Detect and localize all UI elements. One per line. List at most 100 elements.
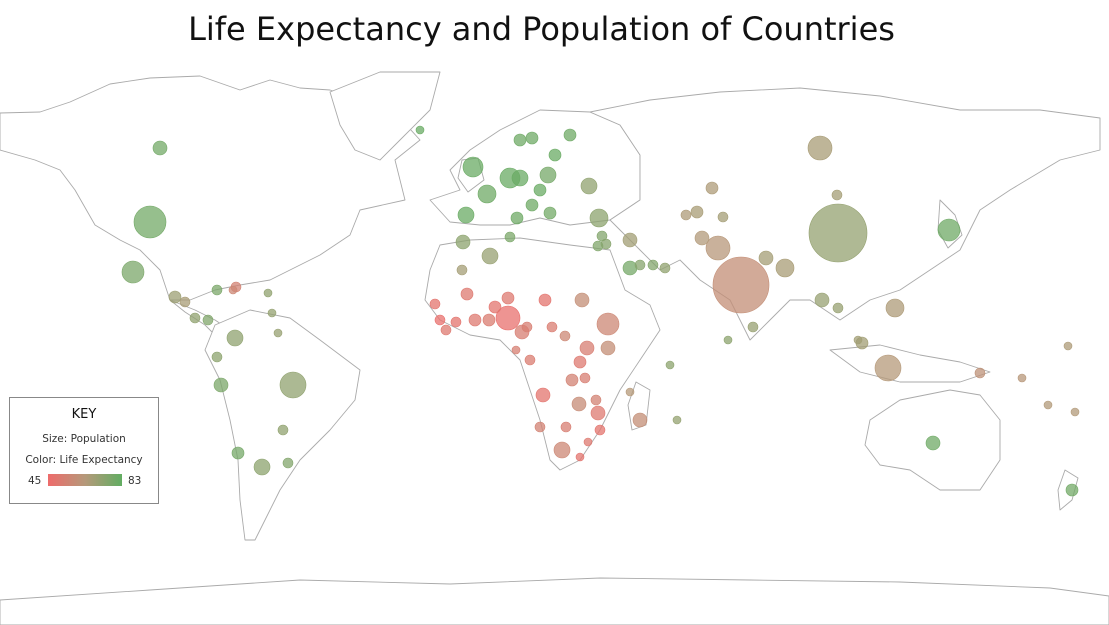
country-bubble[interactable] <box>477 184 497 204</box>
country-bubble[interactable] <box>415 125 425 135</box>
country-bubble[interactable] <box>579 340 595 356</box>
country-bubble[interactable] <box>533 183 547 197</box>
country-bubble[interactable] <box>263 288 273 298</box>
country-bubble[interactable] <box>672 415 682 425</box>
country-bubble[interactable] <box>462 156 484 178</box>
country-bubble[interactable] <box>168 290 182 304</box>
country-bubble[interactable] <box>937 218 961 242</box>
country-bubble[interactable] <box>559 330 571 342</box>
country-bubble[interactable] <box>583 437 593 447</box>
country-bubble[interactable] <box>571 396 587 412</box>
country-bubble[interactable] <box>712 256 770 314</box>
country-bubble[interactable] <box>563 128 577 142</box>
country-bubble[interactable] <box>832 302 844 314</box>
country-bubble[interactable] <box>226 329 244 347</box>
country-bubble[interactable] <box>152 140 168 156</box>
country-bubble[interactable] <box>853 335 863 345</box>
country-bubble[interactable] <box>511 345 521 355</box>
country-bubble[interactable] <box>690 205 704 219</box>
country-bubble[interactable] <box>456 264 468 276</box>
country-bubble[interactable] <box>758 250 774 266</box>
country-bubble[interactable] <box>440 324 452 336</box>
country-bubble[interactable] <box>511 169 529 187</box>
country-bubble[interactable] <box>546 321 558 333</box>
country-bubble[interactable] <box>831 189 843 201</box>
country-bubble[interactable] <box>589 208 609 228</box>
country-bubble[interactable] <box>694 230 710 246</box>
country-bubble[interactable] <box>189 312 201 324</box>
country-bubble[interactable] <box>495 305 521 331</box>
country-bubble[interactable] <box>747 321 759 333</box>
country-bubble[interactable] <box>590 394 602 406</box>
country-bubble[interactable] <box>574 292 590 308</box>
country-bubble[interactable] <box>625 387 635 397</box>
country-bubble[interactable] <box>596 312 620 336</box>
country-bubble[interactable] <box>525 131 539 145</box>
country-bubble[interactable] <box>457 206 475 224</box>
country-bubble[interactable] <box>808 203 868 263</box>
country-bubble[interactable] <box>705 181 719 195</box>
country-bubble[interactable] <box>501 291 515 305</box>
country-bubble[interactable] <box>133 205 167 239</box>
country-bubble[interactable] <box>277 424 289 436</box>
country-bubble[interactable] <box>590 405 606 421</box>
country-bubble[interactable] <box>121 260 145 284</box>
country-bubble[interactable] <box>807 135 833 161</box>
country-bubble[interactable] <box>211 351 223 363</box>
country-bubble[interactable] <box>560 421 572 433</box>
country-bubble[interactable] <box>594 424 606 436</box>
country-bubble[interactable] <box>482 313 496 327</box>
country-bubble[interactable] <box>622 260 638 276</box>
country-bubble[interactable] <box>579 372 591 384</box>
country-bubble[interactable] <box>481 247 499 265</box>
country-bubble[interactable] <box>573 355 587 369</box>
country-bubble[interactable] <box>705 235 731 261</box>
country-bubble[interactable] <box>680 209 692 221</box>
country-bubble[interactable] <box>538 293 552 307</box>
country-bubble[interactable] <box>450 316 462 328</box>
country-bubble[interactable] <box>179 296 191 308</box>
country-bubble[interactable] <box>434 314 446 326</box>
country-bubble[interactable] <box>228 285 238 295</box>
country-bubble[interactable] <box>211 284 223 296</box>
country-bubble[interactable] <box>548 148 562 162</box>
country-bubble[interactable] <box>524 354 536 366</box>
country-bubble[interactable] <box>974 367 986 379</box>
country-bubble[interactable] <box>1043 400 1053 410</box>
country-bubble[interactable] <box>202 314 214 326</box>
country-bubble[interactable] <box>282 457 294 469</box>
country-bubble[interactable] <box>521 321 533 333</box>
country-bubble[interactable] <box>1070 407 1080 417</box>
country-bubble[interactable] <box>525 198 539 212</box>
country-bubble[interactable] <box>543 206 557 220</box>
country-bubble[interactable] <box>647 259 659 271</box>
country-bubble[interactable] <box>925 435 941 451</box>
country-bubble[interactable] <box>665 360 675 370</box>
country-bubble[interactable] <box>429 298 441 310</box>
country-bubble[interactable] <box>1017 373 1027 383</box>
country-bubble[interactable] <box>534 421 546 433</box>
country-bubble[interactable] <box>600 340 616 356</box>
country-bubble[interactable] <box>513 133 527 147</box>
country-bubble[interactable] <box>600 238 612 250</box>
country-bubble[interactable] <box>273 328 283 338</box>
country-bubble[interactable] <box>575 452 585 462</box>
country-bubble[interactable] <box>632 412 648 428</box>
country-bubble[interactable] <box>253 458 271 476</box>
country-bubble[interactable] <box>279 371 307 399</box>
country-bubble[interactable] <box>775 258 795 278</box>
country-bubble[interactable] <box>1065 483 1079 497</box>
country-bubble[interactable] <box>510 211 524 225</box>
country-bubble[interactable] <box>885 298 905 318</box>
country-bubble[interactable] <box>539 166 557 184</box>
country-bubble[interactable] <box>565 373 579 387</box>
country-bubble[interactable] <box>455 234 471 250</box>
country-bubble[interactable] <box>723 335 733 345</box>
country-bubble[interactable] <box>874 354 902 382</box>
country-bubble[interactable] <box>488 300 502 314</box>
country-bubble[interactable] <box>659 262 671 274</box>
country-bubble[interactable] <box>267 308 277 318</box>
country-bubble[interactable] <box>553 441 571 459</box>
country-bubble[interactable] <box>580 177 598 195</box>
country-bubble[interactable] <box>460 287 474 301</box>
